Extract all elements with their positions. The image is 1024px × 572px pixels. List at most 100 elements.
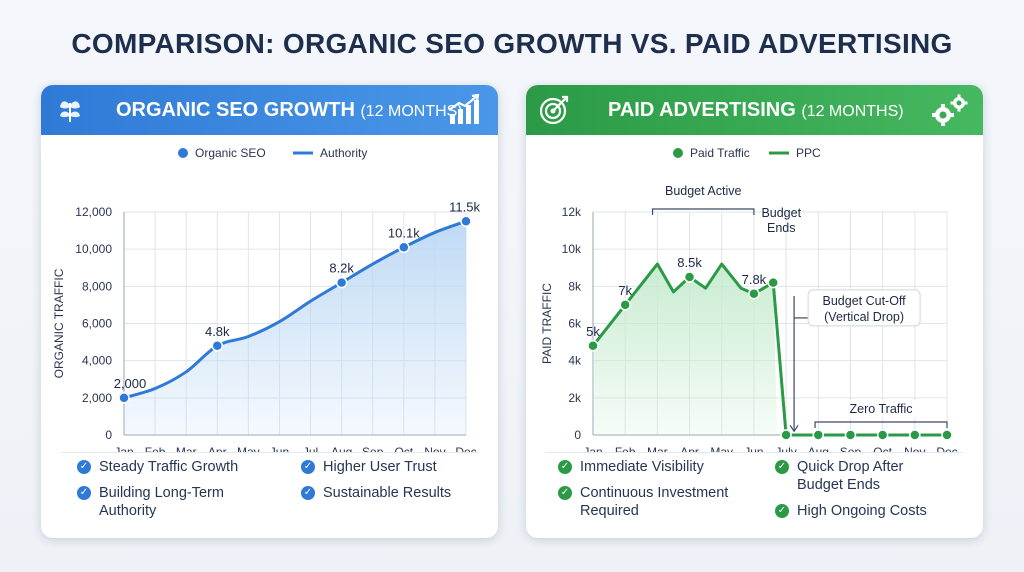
ppc-data-point (780, 429, 792, 441)
x-tick-label: Sep (840, 445, 862, 453)
legend-label: Authority (320, 146, 367, 160)
zero-traffic-bracket (814, 421, 948, 428)
seo-bullet: ✓ Building Long-Term Authority (77, 484, 252, 520)
ppc-header-sub: (12 MONTHS) (801, 103, 904, 120)
check-icon: ✓ (558, 460, 572, 474)
x-tick-label: Sep (362, 445, 384, 453)
zero-traffic-bg (841, 399, 922, 418)
page-title: COMPARISON: ORGANIC SEO GROWTH VS. PAID … (71, 28, 953, 59)
ppc-data-point (844, 429, 857, 441)
ppc-bullet: ✓ Continuous Investment Required (558, 484, 758, 520)
cutoff-callout-box (807, 289, 921, 327)
y-tick-label: 0 (574, 428, 581, 442)
budget-ends-label: Ends (767, 221, 796, 235)
ppc-bullet-text: Immediate Visibility (580, 459, 704, 475)
gears-icon (932, 94, 968, 126)
budget-ends-label: Budget (761, 206, 801, 220)
seo-divider (61, 452, 478, 453)
ppc-bullet-text: Continuous Investment Required (580, 485, 729, 519)
legend-label: Paid Traffic (690, 146, 750, 160)
leaf-icon (60, 101, 80, 122)
x-tick-label: Mar (176, 445, 197, 453)
seo-area (124, 221, 466, 435)
ppc-data-point (909, 429, 921, 441)
ppc-line (591, 262, 947, 437)
ppc-data-point (941, 429, 953, 441)
y-tick-label: 4k (568, 354, 582, 368)
x-tick-label: Jul (303, 445, 318, 453)
y-axis-label: ORGANIC TRAFFIC (52, 268, 66, 378)
seo-header-title: ORGANIC SEO GROWTH (116, 99, 355, 121)
ppc-header-title: PAID ADVERTISING (608, 99, 796, 121)
ppc-bullet: ✓ Quick Drop After Budget Ends (775, 458, 945, 494)
ppc-panel-header: PAID ADVERTISING (12 MONTHS) (526, 85, 983, 135)
check-icon: ✓ (775, 460, 789, 474)
check-icon: ✓ (301, 460, 315, 474)
seo-data-point (118, 392, 130, 404)
x-tick-label: Jan (583, 445, 602, 453)
x-tick-label: Aug (331, 445, 352, 453)
y-tick-label: 2k (568, 391, 582, 405)
seo-bullet: ✓ Sustainable Results (301, 484, 498, 502)
ppc-bullet: ✓ High Ongoing Costs (775, 502, 975, 520)
check-icon: ✓ (301, 486, 315, 500)
check-icon: ✓ (775, 504, 789, 518)
ppc-bullet-text: High Ongoing Costs (797, 503, 927, 519)
seo-bullet-text: Steady Traffic Growth (99, 459, 239, 475)
seo-bullet: ✓ Higher User Trust (301, 458, 498, 476)
legend-label: PPC (796, 146, 821, 160)
ppc-data-point (767, 276, 779, 289)
ppc-data-point (587, 340, 599, 352)
ppc-data-label: 5k (586, 324, 600, 339)
growth-bars-icon (448, 94, 480, 124)
x-tick-label: Dec (455, 445, 476, 453)
seo-panel-header: ORGANIC SEO GROWTH (12 MONTHS) (41, 85, 498, 135)
seo-data-label: 10.1k (388, 225, 420, 240)
seo-bullet-text: Higher User Trust (323, 459, 437, 475)
budget-active-label: Budget Active (665, 184, 741, 198)
y-tick-label: 8k (568, 279, 582, 293)
x-tick-label: Apr (208, 445, 227, 453)
x-tick-label: Feb (615, 445, 636, 453)
seo-data-label: 2,000 (114, 376, 147, 391)
ppc-data-point (683, 271, 696, 283)
x-tick-label: Apr (680, 445, 699, 453)
seo-bullet-text: Building Long-Term Authority (99, 485, 224, 519)
x-tick-label: Dec (936, 445, 957, 453)
ppc-data-point (619, 299, 631, 311)
seo-data-point (460, 215, 472, 228)
seo-data-label: 4.8k (205, 324, 230, 339)
x-tick-label: July (775, 445, 796, 453)
seo-data-label: 8.2k (329, 261, 354, 276)
seo-bullet-text: Sustainable Results (323, 485, 452, 501)
x-tick-label: Feb (145, 445, 166, 453)
ppc-data-label: 8.5k (677, 255, 702, 270)
cutoff-label: Budget Cut-Off (823, 294, 907, 308)
ppc-area (593, 264, 778, 435)
x-tick-label: Oct (873, 445, 892, 453)
y-tick-label: 8,000 (82, 279, 112, 293)
legend-label: Organic SEO (195, 146, 266, 160)
cutoff-label: (Vertical Drop) (824, 310, 904, 324)
y-axis-label: PAID TRAFFIC (540, 283, 554, 364)
check-icon: ✓ (77, 460, 91, 474)
ppc-data-point (876, 429, 889, 441)
y-tick-label: 6,000 (82, 317, 112, 331)
x-tick-label: Aug (808, 445, 829, 453)
y-tick-label: 12,000 (75, 205, 112, 219)
x-tick-label: Mar (647, 445, 668, 453)
cutoff-arrowhead (789, 424, 799, 433)
y-tick-label: 10k (562, 242, 582, 256)
seo-panel: ORGANIC SEO GROWTH (12 MONTHS) 0 2,000 4,0… (41, 85, 498, 538)
ppc-bullet: ✓ Immediate Visibility (558, 458, 758, 476)
seo-header-sub: (12 MONTHS) (360, 103, 463, 120)
x-tick-label: Jun (270, 445, 289, 453)
x-tick-label: Nov (424, 445, 445, 453)
target-icon (539, 95, 569, 125)
x-tick-label: Oct (394, 445, 413, 453)
x-tick-label: Jan (114, 445, 133, 453)
x-tick-label: Nov (904, 445, 925, 453)
legend-marker (178, 148, 188, 158)
seo-data-point (211, 340, 224, 352)
